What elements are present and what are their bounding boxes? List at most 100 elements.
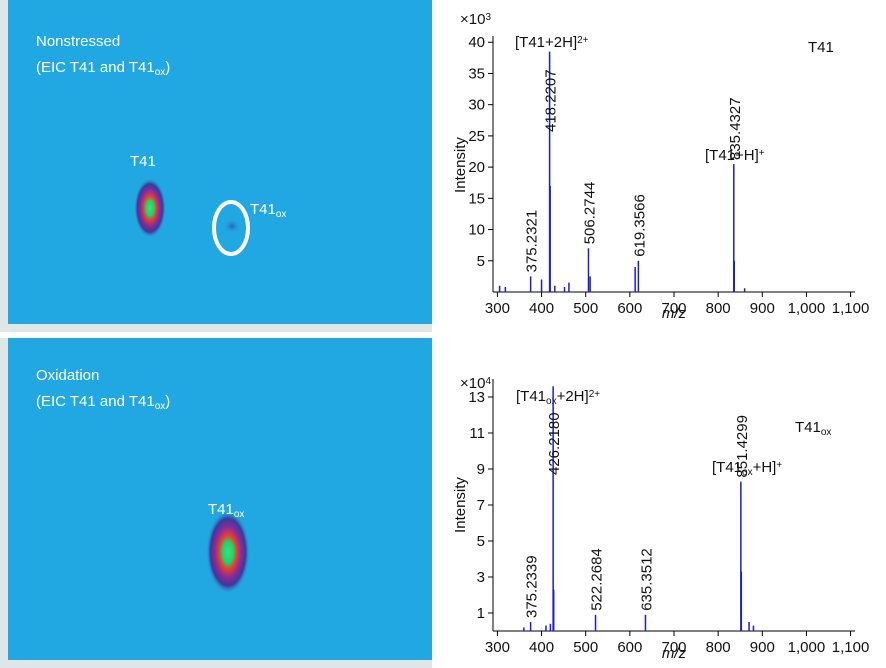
y-tick-label: 1 bbox=[477, 605, 485, 622]
text-part: ox bbox=[546, 396, 557, 407]
spot-label: T41ox bbox=[208, 501, 244, 520]
y-tick-label: 7 bbox=[477, 497, 485, 514]
text-part: 3 bbox=[485, 12, 491, 23]
text-part: 2+ bbox=[577, 35, 589, 46]
text-part: 2+ bbox=[589, 389, 601, 400]
peak-label: 619.3566 bbox=[631, 194, 648, 257]
peak-label: 426.2180 bbox=[546, 412, 563, 475]
peak-label: 418.2207 bbox=[543, 69, 560, 132]
heatmap bbox=[8, 0, 432, 324]
panel-subtitle: (EIC T41 and T41ox) bbox=[36, 393, 170, 412]
ruler bbox=[0, 0, 8, 332]
x-tick-label: 900 bbox=[750, 639, 775, 656]
peak-label: 375.2339 bbox=[524, 555, 541, 618]
x-tick-label: 300 bbox=[485, 300, 510, 317]
y-tick-label: 13 bbox=[468, 389, 485, 406]
y-tick-label: 20 bbox=[468, 159, 485, 176]
panel-title: Oxidation bbox=[36, 367, 99, 384]
axis-multiplier: ×103 bbox=[460, 11, 491, 28]
ruler bbox=[0, 338, 8, 668]
x-tick-label: 1,000 bbox=[788, 639, 826, 656]
text-part: ox bbox=[234, 509, 245, 520]
text-part: T41 bbox=[808, 39, 834, 56]
x-tick-label: 500 bbox=[573, 300, 598, 317]
eic-panel-bottom bbox=[0, 338, 432, 668]
spot bbox=[206, 510, 250, 594]
x-tick-label: 500 bbox=[573, 639, 598, 656]
y-axis-label: Intensity bbox=[452, 137, 469, 193]
x-tick-label: 600 bbox=[617, 300, 642, 317]
spectrum-title: T41 bbox=[808, 39, 834, 56]
x-tick-label: 1,100 bbox=[832, 639, 870, 656]
text-part: [T41 bbox=[516, 388, 546, 405]
text-part: + bbox=[759, 148, 765, 159]
text-part: 4 bbox=[485, 376, 491, 387]
text-part: [T41+2H] bbox=[515, 34, 577, 51]
text-part: ) bbox=[165, 393, 170, 410]
x-tick-label: 700 bbox=[661, 300, 686, 317]
peak-label: 506.2744 bbox=[581, 182, 598, 245]
x-tick-label: 800 bbox=[706, 639, 731, 656]
text-part: (EIC T41 and T41 bbox=[36, 59, 155, 76]
text-part: T41 bbox=[795, 419, 821, 436]
x-tick-label: 900 bbox=[750, 300, 775, 317]
y-tick-label: 35 bbox=[468, 65, 485, 82]
text-part: ×10 bbox=[460, 375, 485, 392]
x-tick-label: 400 bbox=[529, 639, 554, 656]
peak-label: 635.3512 bbox=[638, 548, 655, 611]
x-tick-label: 1,000 bbox=[788, 300, 826, 317]
text-part: (EIC T41 and T41 bbox=[36, 393, 155, 410]
heatmap bbox=[8, 338, 432, 660]
y-axis-label: Intensity bbox=[452, 477, 469, 533]
peak-annotation: [T41+H]+ bbox=[705, 147, 765, 164]
y-tick-label: 9 bbox=[477, 461, 485, 478]
y-tick-label: 5 bbox=[477, 533, 485, 550]
y-tick-label: 10 bbox=[468, 222, 485, 239]
ruler bbox=[8, 660, 432, 668]
spot bbox=[134, 178, 166, 238]
spot bbox=[223, 218, 241, 234]
x-tick-label: 600 bbox=[617, 639, 642, 656]
text-part: [T41 bbox=[712, 459, 742, 476]
x-tick-label: 1,100 bbox=[832, 300, 870, 317]
spectrum-title: T41ox bbox=[795, 419, 831, 438]
peak-label: 375.2321 bbox=[524, 210, 541, 273]
text-part: T41 bbox=[208, 501, 234, 518]
peak-label: 851.4299 bbox=[734, 415, 751, 478]
text-part: ×10 bbox=[460, 11, 485, 28]
x-tick-label: 700 bbox=[661, 639, 686, 656]
text-part: ox bbox=[821, 427, 832, 438]
y-tick-label: 30 bbox=[468, 97, 485, 114]
text-part: +2H] bbox=[557, 388, 589, 405]
y-tick-label: 11 bbox=[469, 425, 485, 442]
panel-title: Nonstressed bbox=[36, 33, 120, 50]
axis-multiplier: ×104 bbox=[460, 375, 491, 392]
y-tick-label: 15 bbox=[468, 190, 485, 207]
ruler bbox=[8, 324, 432, 332]
text-part: +H] bbox=[753, 459, 777, 476]
text-part: ox bbox=[155, 67, 166, 78]
y-tick-label: 5 bbox=[477, 253, 485, 270]
text-part: ox bbox=[276, 209, 287, 220]
peak-annotation: [T41ox+2H]2+ bbox=[516, 388, 600, 407]
circle-marker bbox=[212, 200, 250, 256]
x-tick-label: 300 bbox=[485, 639, 510, 656]
y-tick-label: 3 bbox=[477, 569, 485, 586]
text-part: T41 bbox=[250, 201, 276, 218]
text-part: + bbox=[776, 460, 782, 471]
spot-label: T41 bbox=[130, 153, 156, 170]
eic-panel-top bbox=[0, 0, 432, 332]
y-tick-label: 40 bbox=[468, 34, 485, 51]
peak-label: 835.4327 bbox=[727, 97, 744, 160]
y-tick-label: 25 bbox=[468, 128, 485, 145]
text-part: [T41+H] bbox=[705, 147, 759, 164]
x-tick-label: 800 bbox=[706, 300, 731, 317]
text-part: ox bbox=[155, 401, 166, 412]
x-tick-label: 400 bbox=[529, 300, 554, 317]
text-part: ) bbox=[165, 59, 170, 76]
peak-annotation: [T41+2H]2+ bbox=[515, 34, 589, 51]
text-part: T41 bbox=[130, 153, 156, 170]
x-axis-label: m/z bbox=[662, 305, 687, 322]
spot-label: T41ox bbox=[250, 201, 286, 220]
